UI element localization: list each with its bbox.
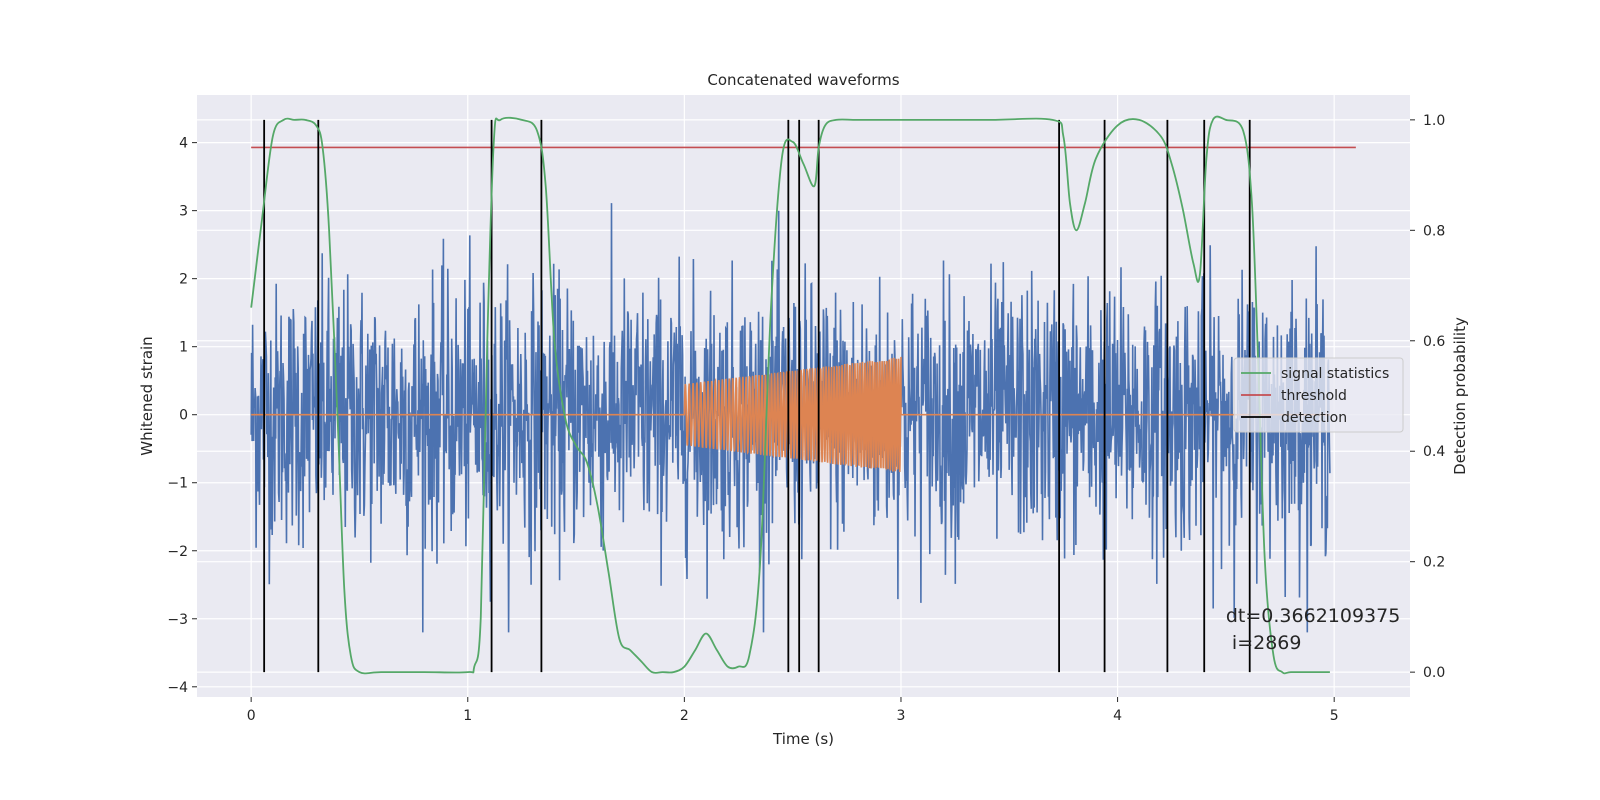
- legend-label-threshold: threshold: [1281, 388, 1347, 404]
- y-tick-label: 3: [179, 204, 188, 220]
- x-tick-label: 0: [247, 708, 256, 724]
- axes: 0 1 2 3 4 5 −4 −3 −2 −1 0 1 2 3 4 0.0 0.2 0.4 0.6 0.8 1.0: [167, 113, 1445, 724]
- y2-tick-label: 0.0: [1423, 665, 1445, 681]
- legend: signal statistics threshold detection: [1233, 357, 1404, 433]
- y-tick-label: 4: [179, 136, 188, 152]
- annotation-dt: dt=0.3662109375: [1226, 605, 1400, 627]
- chirp-trace: [251, 356, 1330, 473]
- x-tick-label: 3: [897, 708, 906, 724]
- y-tick-label: 2: [179, 272, 188, 288]
- y-axis-title: Whitened strain: [138, 336, 156, 455]
- signal-statistics-series: [250, 115, 1330, 675]
- y-tick-label: −2: [167, 544, 188, 560]
- x-axis-title: Time (s): [772, 730, 834, 748]
- y2-tick-label: 0.4: [1423, 444, 1445, 460]
- annotation-index: i=2869: [1226, 632, 1302, 654]
- y2-tick-label: 0.8: [1423, 223, 1445, 239]
- chirp-series: [251, 356, 1330, 473]
- signal-statistics-trace: [250, 115, 1330, 675]
- y-tick-label: −4: [167, 680, 188, 696]
- y2-tick-label: 0.2: [1423, 555, 1445, 571]
- y-tick-label: −3: [167, 612, 188, 628]
- y2-tick-label: 0.6: [1423, 334, 1445, 350]
- y-tick-label: −1: [167, 476, 188, 492]
- legend-label-signal-statistics: signal statistics: [1281, 366, 1389, 382]
- chart-title: Concatenated waveforms: [707, 71, 899, 89]
- legend-box: [1233, 357, 1404, 433]
- x-tick-label: 1: [463, 708, 472, 724]
- y-tick-label: 1: [179, 340, 188, 356]
- legend-label-detection: detection: [1281, 410, 1347, 426]
- y-tick-label: 0: [179, 408, 188, 424]
- x-tick-label: 5: [1330, 708, 1339, 724]
- y2-axis-title: Detection probability: [1451, 317, 1469, 475]
- x-tick-label: 4: [1113, 708, 1122, 724]
- y2-tick-label: 1.0: [1423, 113, 1445, 129]
- x-tick-label: 2: [680, 708, 689, 724]
